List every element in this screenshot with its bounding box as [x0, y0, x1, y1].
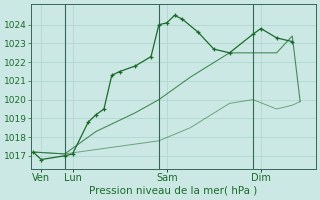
X-axis label: Pression niveau de la mer( hPa ): Pression niveau de la mer( hPa ) — [90, 186, 258, 196]
